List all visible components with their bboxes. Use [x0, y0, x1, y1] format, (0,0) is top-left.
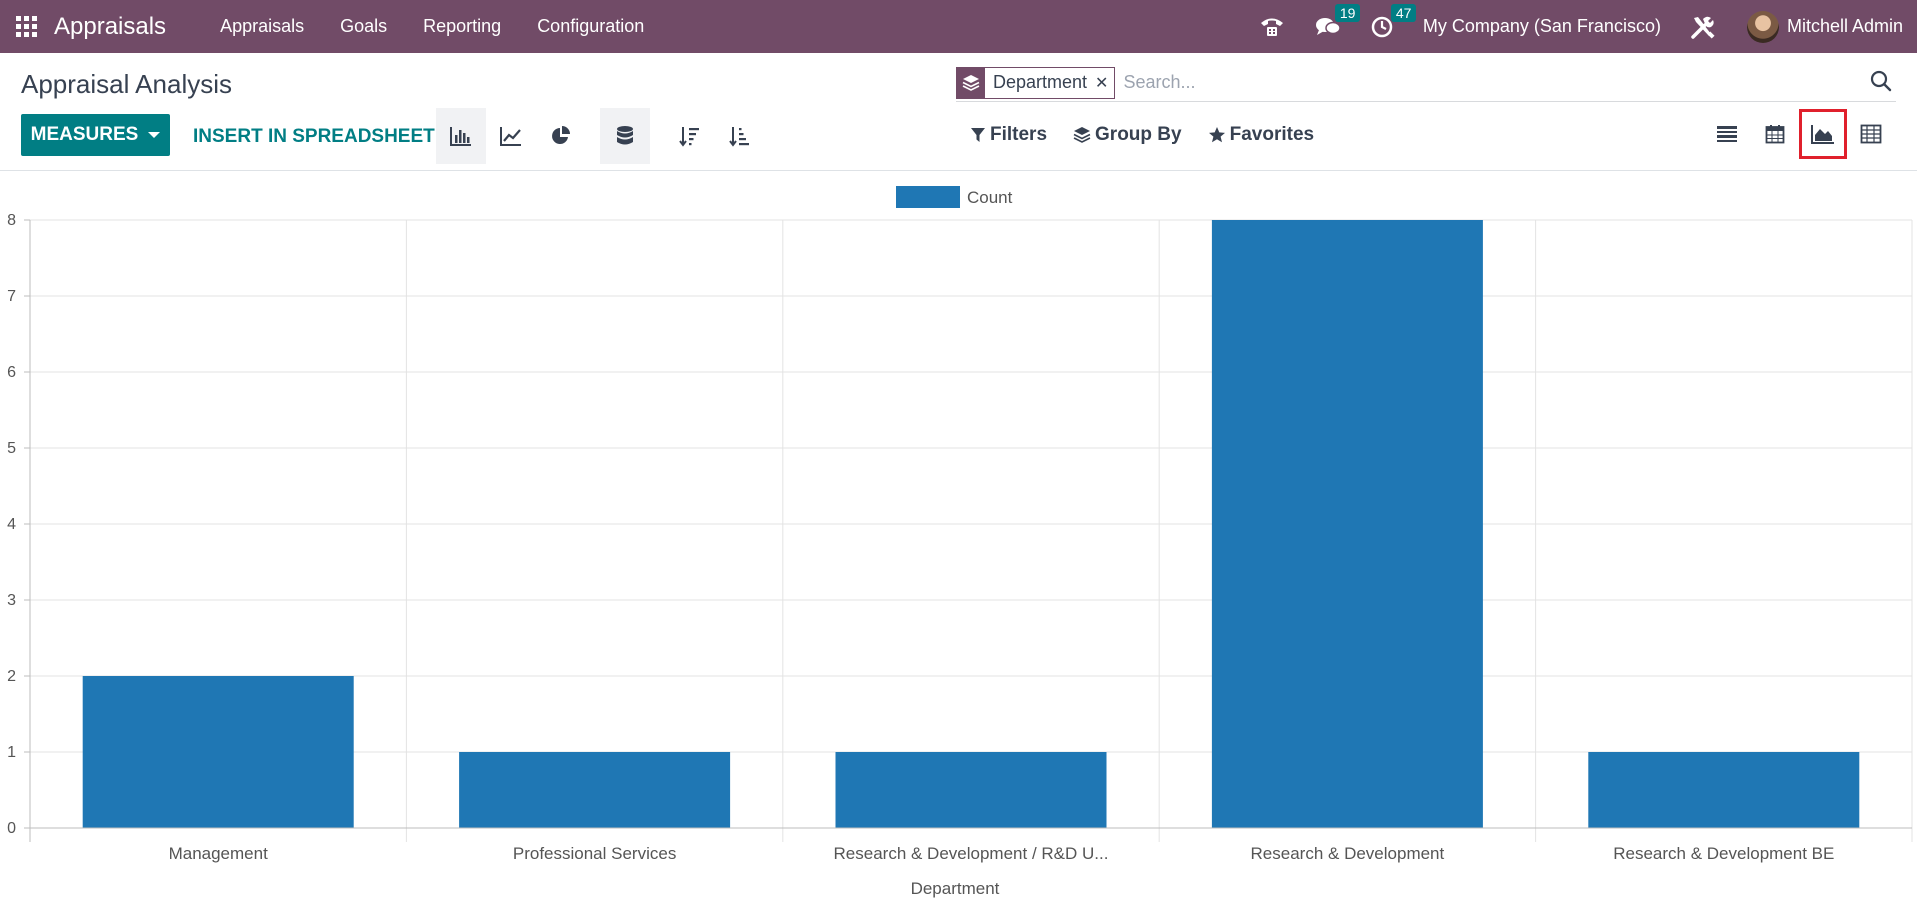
bar: [835, 752, 1107, 828]
measures-button[interactable]: MEASURES: [21, 114, 170, 156]
search-bar: Department ✕: [956, 64, 1896, 102]
x-tick-label: Management: [169, 844, 269, 863]
graph-tools: [436, 108, 764, 164]
star-icon: [1208, 127, 1225, 143]
x-tick-label: Research & Development BE: [1613, 844, 1834, 863]
view-calendar-button[interactable]: [1751, 109, 1799, 159]
favorites-button[interactable]: Favorites: [1208, 124, 1314, 146]
legend-label: Count: [967, 188, 1013, 207]
bar: [82, 676, 354, 828]
insert-in-spreadsheet-button[interactable]: INSERT IN SPREADSHEET: [193, 126, 435, 147]
app-grid-icon[interactable]: [14, 15, 38, 39]
messages-badge: 19: [1334, 3, 1361, 22]
list-view-icon: [1717, 126, 1737, 142]
user-menu[interactable]: Mitchell Admin: [1786, 16, 1903, 36]
y-tick-label: 6: [7, 364, 16, 381]
x-axis-label: Department: [911, 879, 1000, 898]
sort-ascending-button[interactable]: [714, 108, 764, 164]
app-brand[interactable]: Appraisals: [54, 12, 167, 40]
line-chart-icon: [500, 127, 521, 146]
layers-icon: [957, 67, 985, 98]
main-menu: Appraisals Goals Reporting Configuration: [202, 16, 662, 37]
phone-icon[interactable]: [1259, 15, 1285, 39]
bar: [1588, 752, 1860, 828]
sort-descending-button[interactable]: [664, 108, 714, 164]
sort-ascending-icon: [729, 127, 749, 147]
page-title: Appraisal Analysis: [21, 69, 232, 99]
y-tick-label: 5: [7, 440, 16, 457]
sort-descending-icon: [679, 127, 699, 147]
y-tick-label: 7: [7, 288, 16, 305]
search-panel-toggles: Filters Group By Favorites: [970, 124, 1314, 146]
menu-item-goals[interactable]: Goals: [340, 16, 388, 36]
x-tick-label: Professional Services: [513, 844, 676, 863]
menu-item-configuration[interactable]: Configuration: [537, 16, 645, 36]
filters-button[interactable]: Filters: [970, 124, 1047, 146]
filters-label: Filters: [990, 124, 1048, 145]
view-list-button[interactable]: [1703, 109, 1751, 159]
layers-icon: [1073, 127, 1091, 143]
pie-chart-button[interactable]: [536, 108, 586, 164]
facet-label: Department: [993, 72, 1088, 92]
measures-label: MEASURES: [30, 124, 139, 145]
view-pivot-button[interactable]: [1847, 109, 1895, 159]
line-chart-button[interactable]: [486, 108, 536, 164]
view-graph-button[interactable]: [1799, 109, 1847, 159]
group-by-label: Group By: [1095, 124, 1182, 145]
y-tick-label: 1: [7, 744, 16, 761]
navbar-systray: 19 47 My Company (San Francisco) Mitchel…: [1259, 0, 1903, 53]
filter-icon: [971, 128, 985, 142]
x-tick-label: Research & Development: [1251, 844, 1445, 863]
bar: [459, 752, 731, 828]
activities-clock-icon[interactable]: 47: [1371, 3, 1417, 38]
x-tick-label: Research & Development / R&D U...: [834, 844, 1109, 863]
bar-chart-button[interactable]: [436, 108, 486, 164]
y-tick-label: 0: [7, 820, 16, 837]
y-tick-label: 8: [7, 212, 16, 229]
bar-chart: 0 1 2 3 4 5 6 7 8 Management Professional Services…: [7, 186, 1913, 898]
y-tick-label: 2: [7, 668, 16, 685]
group-by-button[interactable]: Group By: [1073, 124, 1182, 146]
caret-down-icon: [148, 132, 161, 138]
activities-badge: 47: [1390, 3, 1417, 22]
y-tick-label: 3: [7, 592, 16, 609]
stacked-button[interactable]: [600, 108, 650, 164]
menu-item-appraisals[interactable]: Appraisals: [220, 16, 305, 36]
y-tick-label: 4: [7, 516, 16, 533]
search-icon[interactable]: [1870, 70, 1892, 97]
search-input[interactable]: [1123, 67, 1884, 98]
legend-swatch: [896, 186, 960, 208]
database-icon: [617, 126, 633, 145]
search-facet-department: Department ✕: [956, 66, 1116, 99]
favorites-label: Favorites: [1229, 124, 1315, 145]
company-switcher[interactable]: My Company (San Francisco): [1422, 16, 1661, 36]
area-chart-icon: [1811, 125, 1834, 144]
user-avatar[interactable]: [1746, 10, 1779, 43]
pivot-table-icon: [1860, 124, 1882, 144]
calendar-icon: [1765, 125, 1785, 144]
bar: [1211, 220, 1483, 828]
control-panel-divider: [0, 170, 1917, 171]
facet-remove-icon[interactable]: ✕: [1095, 74, 1109, 92]
debug-tools-icon[interactable]: [1689, 13, 1717, 41]
bar-chart-icon: [450, 127, 471, 146]
pie-chart-icon: [552, 126, 570, 144]
top-navbar: Appraisals Appraisals Goals Reporting Co…: [0, 0, 1917, 53]
view-switcher: [1703, 109, 1895, 159]
menu-item-reporting[interactable]: Reporting: [423, 16, 502, 36]
messages-icon[interactable]: 19: [1315, 3, 1361, 38]
